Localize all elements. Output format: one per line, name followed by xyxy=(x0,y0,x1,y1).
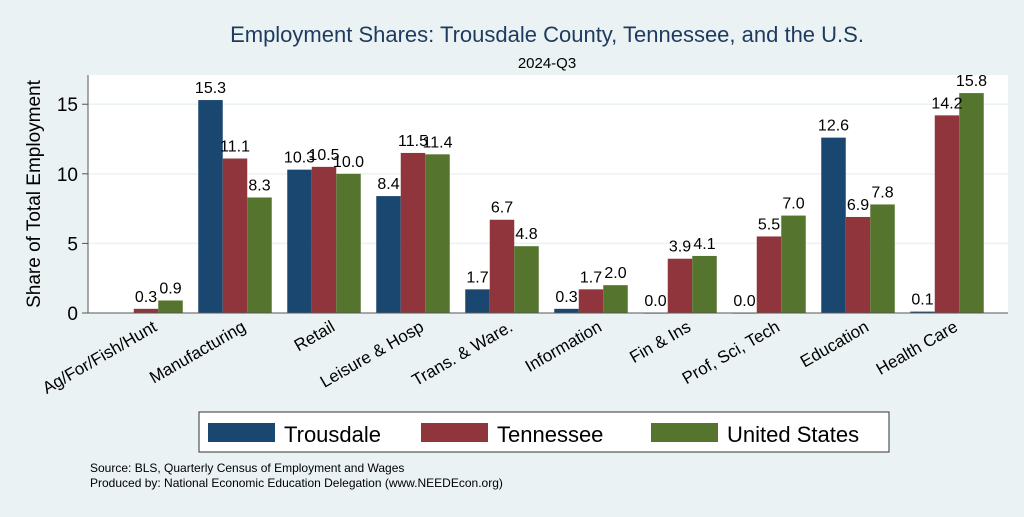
x-tick-label: Manufacturing xyxy=(146,317,249,387)
legend: Trousdale Tennessee United States xyxy=(198,411,890,453)
bar-tennessee xyxy=(756,236,782,313)
bar-tennessee xyxy=(934,115,960,313)
data-label: 14.2 xyxy=(931,95,962,112)
data-label: 0.0 xyxy=(644,293,666,310)
x-tick-label: Retail xyxy=(291,317,338,355)
bar-united-states xyxy=(781,215,806,313)
produced-note: Produced by: National Economic Education… xyxy=(90,476,503,490)
bar-trousdale xyxy=(910,311,935,313)
bar-united-states xyxy=(425,154,450,313)
data-label: 1.7 xyxy=(466,269,488,286)
bar-united-states xyxy=(247,197,272,313)
x-tick-label: Health Care xyxy=(873,317,961,379)
data-label: 2.0 xyxy=(604,265,626,282)
data-label: 0.0 xyxy=(733,293,755,310)
bar-tennessee xyxy=(845,216,871,313)
data-label: 4.1 xyxy=(693,236,715,253)
data-label: 6.7 xyxy=(491,200,513,217)
bar-tennessee xyxy=(667,258,693,313)
bar-tennessee xyxy=(400,152,426,313)
data-label: 0.3 xyxy=(555,289,577,306)
data-label: 11.4 xyxy=(423,134,453,151)
legend-swatch xyxy=(421,423,488,442)
bar-trousdale xyxy=(821,137,846,313)
data-label: 11.1 xyxy=(220,139,250,156)
data-label: 10.5 xyxy=(308,147,339,164)
legend-swatch xyxy=(208,423,275,442)
bar-tennessee xyxy=(222,158,248,313)
data-label: 0.3 xyxy=(135,289,157,306)
chart-subtitle: 2024-Q3 xyxy=(518,55,576,72)
data-label: 15.8 xyxy=(956,73,987,90)
data-label: 11.5 xyxy=(398,133,428,150)
bar-united-states xyxy=(692,255,717,313)
x-tick-label: Education xyxy=(797,317,872,371)
bar-united-states xyxy=(514,246,539,313)
chart-title: Employment Shares: Trousdale County, Ten… xyxy=(230,22,864,47)
x-tick-label: Trans. & Ware. xyxy=(409,317,516,390)
bar-trousdale xyxy=(554,308,579,313)
data-label: 8.3 xyxy=(248,177,270,194)
y-tick-label: 15 xyxy=(57,95,78,116)
data-label: 10.0 xyxy=(333,154,364,171)
bar-tennessee xyxy=(489,219,515,313)
bar-united-states xyxy=(158,300,183,313)
data-label: 15.3 xyxy=(195,80,226,97)
bar-united-states xyxy=(870,204,895,313)
bar-united-states xyxy=(959,93,984,313)
y-tick-label: 10 xyxy=(57,165,78,186)
data-label: 3.9 xyxy=(669,239,691,256)
bar-trousdale xyxy=(287,169,312,313)
data-label: 7.8 xyxy=(871,184,893,201)
bar-trousdale xyxy=(198,100,223,313)
legend-label: United States xyxy=(727,422,859,447)
x-tick-label: Fin & Ins xyxy=(626,317,694,367)
x-tick-label: Ag/For/Fish/Hunt xyxy=(39,317,160,398)
legend-swatch xyxy=(651,423,718,442)
data-label: 5.5 xyxy=(758,216,780,233)
bar-trousdale xyxy=(465,289,490,313)
y-axis-label: Share of Total Employment xyxy=(24,79,45,307)
x-tick-label: Information xyxy=(522,317,605,376)
data-label: 8.4 xyxy=(377,176,399,193)
data-label: 7.0 xyxy=(782,196,804,213)
data-label: 4.8 xyxy=(515,226,537,243)
bar-tennessee xyxy=(311,166,337,313)
data-label: 10.3 xyxy=(284,150,315,167)
bar-tennessee xyxy=(133,308,159,313)
data-label: 0.9 xyxy=(159,280,181,297)
legend-label: Trousdale xyxy=(284,422,381,447)
y-tick-label: 0 xyxy=(67,304,78,325)
legend-label: Tennessee xyxy=(497,422,603,447)
data-label: 0.1 xyxy=(911,292,933,309)
data-label: 6.9 xyxy=(847,197,869,214)
data-label: 12.6 xyxy=(818,118,849,135)
y-tick-label: 5 xyxy=(67,234,78,255)
data-label: 1.7 xyxy=(580,269,602,286)
bar-tennessee xyxy=(578,289,604,313)
x-tick-label: Prof, Sci, Tech xyxy=(679,317,783,388)
bar-united-states xyxy=(336,173,361,313)
bar-trousdale xyxy=(376,196,401,313)
bar-united-states xyxy=(603,285,628,313)
source-note: Source: BLS, Quarterly Census of Employm… xyxy=(90,461,404,475)
